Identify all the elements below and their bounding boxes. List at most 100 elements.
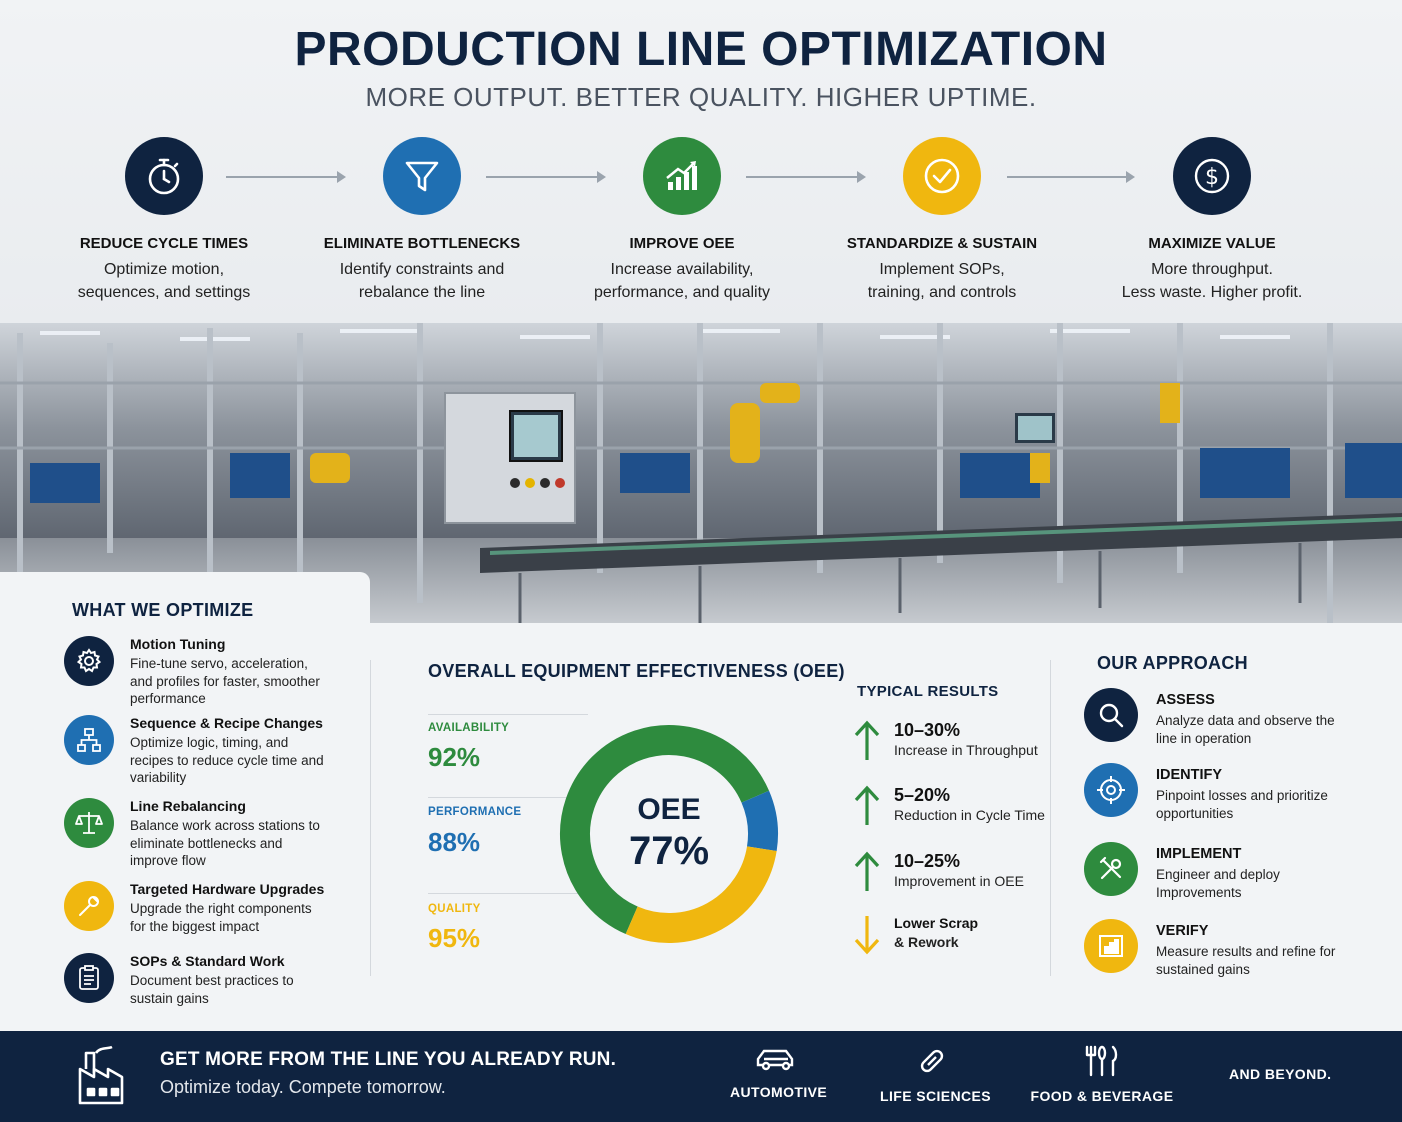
result-desc: Reduction in Cycle Time — [894, 807, 1045, 823]
stopwatch-icon — [125, 137, 203, 215]
arrow-down-icon — [854, 916, 880, 955]
wrench-icon — [64, 881, 114, 931]
optimize-item-title: Sequence & Recipe Changes — [130, 715, 323, 731]
what-we-optimize-panel: WHAT WE OPTIMIZE Motion Tuning Fine-tune… — [0, 572, 370, 1031]
flow-arrow — [1007, 171, 1135, 183]
step-desc-line: Optimize motion, — [103, 261, 225, 278]
factory-floor-photo — [0, 323, 1402, 623]
page-subtitle: MORE OUTPUT. BETTER QUALITY. HIGHER UPTI… — [365, 82, 1037, 112]
industry-label: LIFE SCIENCES — [880, 1088, 991, 1104]
oee-center-value: 77% — [629, 829, 709, 873]
optimize-heading: WHAT WE OPTIMIZE — [72, 600, 254, 620]
step-title: IMPROVE OEE — [629, 235, 735, 252]
step-desc-line: Implement SOPs, — [879, 261, 1005, 278]
footer-headline: GET MORE FROM THE LINE YOU ALREADY RUN. — [160, 1049, 617, 1070]
car-icon — [756, 1049, 794, 1071]
result-desc: Improvement in OEE — [894, 873, 1024, 889]
section-divider — [370, 660, 371, 976]
flowchart-icon — [64, 715, 114, 765]
flow-arrow — [226, 171, 346, 183]
quality-label: QUALITY — [428, 903, 481, 915]
approach-heading: OUR APPROACH — [1097, 653, 1248, 673]
tools-icon — [1084, 842, 1138, 896]
page-title: PRODUCTION LINE OPTIMIZATION — [294, 23, 1108, 76]
target-icon — [1084, 763, 1138, 817]
performance-label: PERFORMANCE — [428, 806, 522, 818]
optimize-item-title: Line Rebalancing — [130, 798, 246, 814]
availability-label: AVAILABILITY — [428, 722, 510, 734]
step-description: Optimize motion, sequences, and settings — [34, 258, 294, 304]
check-icon — [903, 137, 981, 215]
step-reduce-cycle-times: REDUCE CYCLE TIMES Optimize motion, sequ… — [34, 137, 294, 304]
step-desc-line: performance, and quality — [593, 284, 771, 301]
oee-center-label: OEE — [637, 793, 700, 826]
result-title: Lower Scrap — [894, 915, 979, 931]
step-description: Increase availability, performance, and … — [552, 258, 812, 304]
approach-title: VERIFY — [1156, 923, 1209, 939]
results-heading: TYPICAL RESULTS — [857, 683, 999, 700]
result-desc: Increase in Throughput — [894, 742, 1038, 758]
industry-life-sciences: LIFE SCIENCES — [880, 1045, 991, 1104]
optimize-item-desc: Fine-tune servo, acceleration, and profi… — [130, 656, 320, 706]
approach-desc: Engineer and deploy Improvements — [1156, 867, 1280, 900]
arrow-up-icon — [854, 785, 880, 825]
step-desc-line: Increase availability, — [610, 261, 754, 278]
approach-desc: Pinpoint losses and prioritize opportuni… — [1156, 788, 1328, 821]
step-desc-line: Less waste. Higher profit. — [1121, 284, 1303, 301]
dollar-icon: $ — [1173, 137, 1251, 215]
balance-scale-icon — [64, 798, 114, 848]
oee-heading: OVERALL EQUIPMENT EFFECTIVENESS (OEE) — [428, 661, 845, 681]
capsule-icon — [920, 1049, 944, 1073]
metric-rule — [428, 893, 588, 894]
step-title: STANDARDIZE & SUSTAIN — [846, 235, 1038, 252]
step-description: Implement SOPs, training, and controls — [812, 258, 1072, 304]
step-maximize-value: $ MAXIMIZE VALUE More throughput. Less w… — [1082, 137, 1342, 304]
donut-segment-quality — [625, 845, 777, 943]
optimize-item-title: Motion Tuning — [130, 636, 226, 652]
optimize-item-desc: Document best practices to sustain gains — [130, 973, 294, 1006]
metric-rule — [428, 797, 588, 798]
header-section: PRODUCTION LINE OPTIMIZATION MORE OUTPUT… — [0, 0, 1402, 325]
flow-arrow — [746, 171, 866, 183]
step-description: More throughput. Less waste. Higher prof… — [1082, 258, 1342, 304]
approach-title: IDENTIFY — [1156, 767, 1223, 783]
donut-segment-availability — [560, 725, 770, 935]
availability-value: 92% — [428, 742, 481, 772]
approach-title: IMPLEMENT — [1156, 846, 1242, 862]
donut-segment-performance — [741, 790, 778, 852]
clipboard-icon — [64, 953, 114, 1003]
arrow-up-icon — [854, 851, 880, 891]
flow-arrow — [486, 171, 606, 183]
step-desc-line: More throughput. — [1151, 261, 1273, 278]
bar-chart-icon — [1084, 919, 1138, 973]
oee-donut-chart: OEE 77% — [560, 725, 778, 943]
chart-up-icon — [643, 137, 721, 215]
result-title: 10–25% — [894, 851, 961, 871]
step-description: Identify constraints and rebalance the l… — [292, 258, 552, 304]
step-desc-line: rebalance the line — [358, 284, 486, 301]
optimize-item-desc: Balance work across stations to eliminat… — [130, 818, 320, 868]
magnifier-icon — [1084, 688, 1138, 742]
metric-rule — [428, 714, 588, 715]
optimize-item-title: SOPs & Standard Work — [130, 953, 285, 969]
step-title: REDUCE CYCLE TIMES — [79, 235, 249, 252]
step-eliminate-bottlenecks: ELIMINATE BOTTLENECKS Identify constrain… — [292, 137, 552, 304]
approach-desc: Measure results and refine for sustained… — [1156, 944, 1336, 977]
factory-icon — [74, 1045, 134, 1112]
step-desc-line: sequences, and settings — [77, 284, 251, 301]
step-desc-line: Identify constraints and — [339, 261, 505, 278]
approach-desc: Analyze data and observe the line in ope… — [1156, 713, 1335, 746]
result-desc: & Rework — [894, 934, 959, 950]
step-title: ELIMINATE BOTTLENECKS — [323, 235, 521, 252]
footer-banner: GET MORE FROM THE LINE YOU ALREADY RUN. … — [0, 1031, 1402, 1122]
quality-value: 95% — [428, 923, 481, 953]
result-title: 5–20% — [894, 785, 951, 805]
step-standardize-sustain: STANDARDIZE & SUSTAIN Implement SOPs, tr… — [812, 137, 1072, 304]
svg-text:$: $ — [1205, 165, 1219, 190]
optimize-item-desc: Upgrade the right components for the big… — [130, 901, 312, 934]
industry-label: AUTOMOTIVE — [730, 1084, 828, 1100]
optimize-item-desc: Optimize logic, timing, and recipes to r… — [130, 735, 324, 785]
footer-tagline: Optimize today. Compete tomorrow. — [160, 1077, 446, 1097]
utensils-icon — [1085, 1045, 1118, 1077]
performance-value: 88% — [428, 827, 481, 857]
